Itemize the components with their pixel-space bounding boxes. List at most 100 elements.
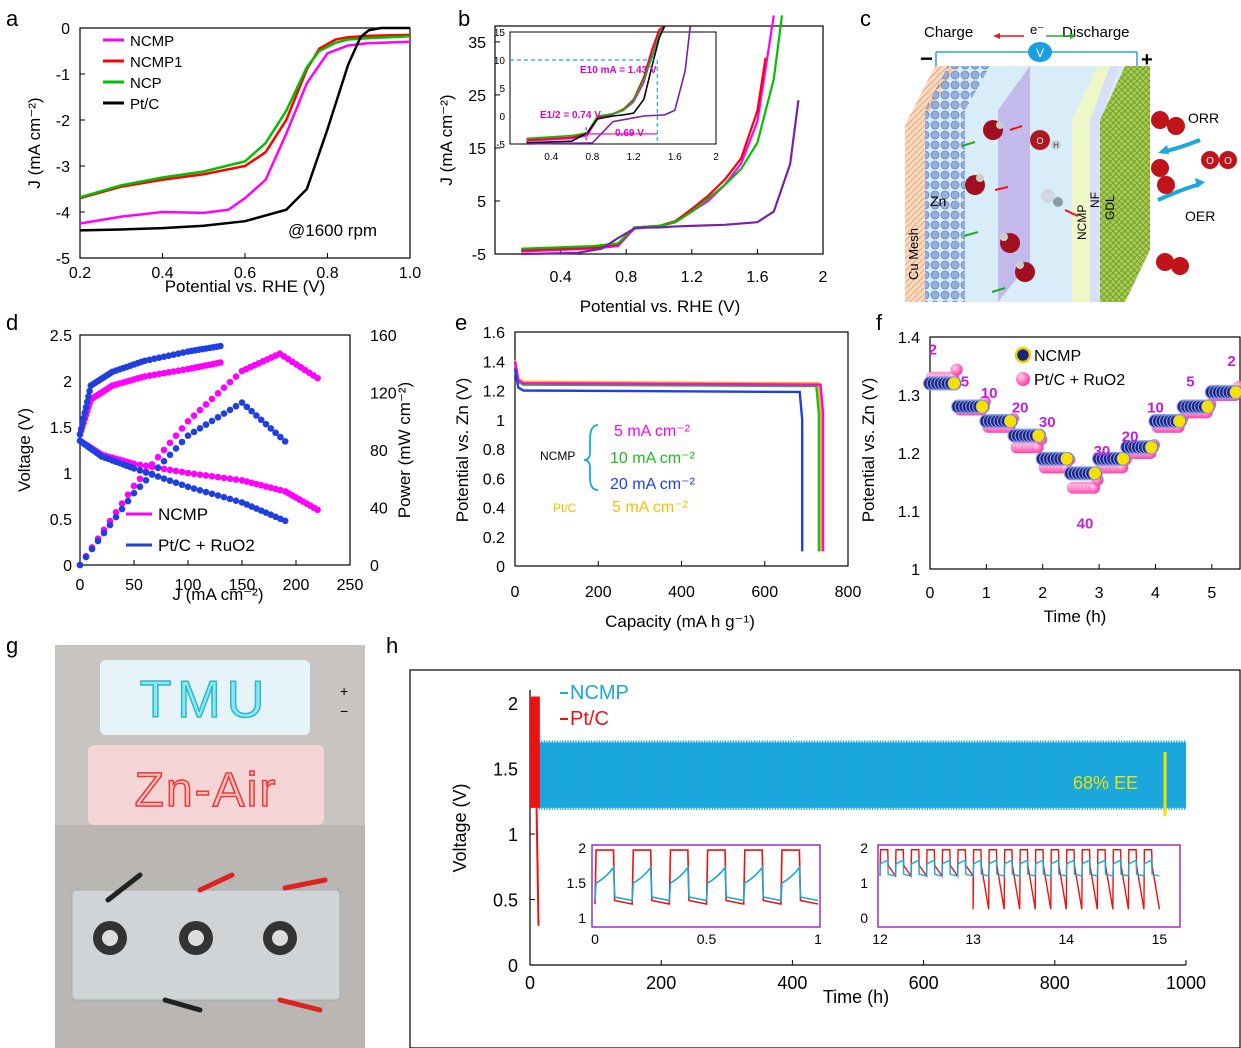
tick-label: 250 (337, 577, 364, 594)
power-point (118, 505, 126, 513)
power-point (220, 410, 228, 417)
tick-label: 0 (63, 558, 72, 575)
tick-label: 0.4 (483, 501, 505, 518)
power-point (202, 421, 210, 428)
plus-terminal: + (1141, 49, 1153, 71)
ncmp-point-end (948, 377, 961, 390)
ncmp-point-end (1201, 400, 1214, 413)
charge-point (86, 387, 93, 395)
discharge-point (166, 477, 174, 484)
discharge-point (166, 466, 174, 474)
tick-label: 1 (508, 825, 518, 845)
power-point (160, 446, 168, 454)
tick-label: 1.6 (483, 325, 505, 342)
tick-label: 0.4 (151, 265, 173, 282)
power-point (166, 439, 174, 447)
step-label: 30 (1039, 414, 1056, 431)
panel-b-inset-frame (509, 31, 717, 145)
tick-label: 200 (283, 577, 310, 594)
tick-label: 1 (860, 875, 868, 891)
panel-g-letter: g (6, 633, 18, 658)
tick-label: 160 (370, 328, 397, 345)
tick-label: 0 (370, 558, 379, 575)
step-label: 30 (1094, 443, 1111, 460)
series-line-ncp (79, 35, 411, 199)
charge-label: Charge (924, 24, 973, 41)
zn-air-sign-text: Zn-Air (135, 764, 278, 817)
tick-label: 0 (926, 585, 935, 602)
power-point (243, 403, 251, 411)
panel-d-frame (79, 334, 351, 566)
tick-label: 0.5 (493, 891, 518, 911)
tick-label: 0 (499, 112, 505, 123)
ptc-rate-label: 5 mA cm⁻² (612, 499, 689, 516)
electron-label: e⁻ (1030, 22, 1044, 37)
power-point (106, 521, 114, 529)
panel-d-legend: NCMP Pt/C + RuO2 (126, 505, 255, 555)
legend-ptc-ruo2-d: Pt/C + RuO2 (158, 536, 255, 555)
tick-label: 0.6 (234, 265, 256, 282)
panel-f-ticks: 0 1 2 3 4 511.11.21.31.4 (898, 330, 1217, 602)
tick-label: 25 (468, 88, 486, 105)
zincate-ions: O H (965, 120, 1063, 282)
panel-h-letter: h (386, 633, 398, 658)
power-point (202, 401, 210, 408)
tick-label: 2 (1038, 585, 1047, 602)
discharge-point (208, 472, 216, 480)
discharge-point (142, 469, 150, 476)
tick-label: -4 (56, 205, 70, 222)
charge-point (83, 398, 91, 406)
gdl-layer (1100, 66, 1150, 302)
discharge-point (184, 469, 192, 477)
discharge-point (202, 488, 210, 496)
inset-line-b-2 (526, 25, 666, 140)
panel-d: d 0 50 100 150 200 250 0 0.5 1 1.5 2 2.5 0 40 80 120 160… (6, 310, 414, 604)
tick-label: 0.5 (50, 512, 72, 529)
power-point (238, 399, 246, 406)
panel-h-inset-2 (877, 844, 1181, 928)
series-line-b-3 (521, 100, 800, 256)
panel-a-ylabel: J (mA cm⁻²) (25, 97, 44, 188)
panel-d-y2label: Power (mW cm⁻²) (395, 382, 414, 518)
inset-line-b-4 (526, 26, 692, 145)
legend-ncmp-d: NCMP (158, 505, 208, 524)
power-point (172, 432, 180, 439)
tick-label: 0.8 (483, 442, 505, 459)
tick-label: 200 (585, 584, 612, 601)
tick-label: 1000 (1166, 973, 1206, 993)
tick-label: 0 (496, 559, 505, 576)
panel-d-letter: d (6, 310, 18, 335)
power-point (232, 373, 240, 380)
ncmp-point-end (1032, 429, 1045, 442)
tick-label: 5 (499, 84, 505, 95)
power-point (166, 451, 174, 459)
panel-a: a 0.2 0.4 0.6 0.8 1.0 0 -1 -2 -3 -4 -5 NCMP NCMP1 … (6, 6, 421, 296)
tick-label: 0 (76, 577, 85, 594)
discharge-point (142, 462, 150, 470)
ptc-ruo2-point (950, 363, 963, 376)
tmu-sign-text: TMU (140, 671, 271, 729)
tick-label: 800 (1040, 973, 1070, 993)
ncmp-point-end (1173, 415, 1186, 428)
panel-b-inset: 0.4 0.8 1.2 1.6 2 15 10 5 0 -5 (494, 25, 719, 163)
tick-label: 1 (814, 931, 822, 947)
panel-d-lines (76, 342, 321, 569)
rate-20-label: 20 mA cm⁻² (610, 476, 696, 493)
panel-b: b 0.4 0.8 1.2 1.6 2 35 25 15 5 -5 0.4 0.8 1.2 1.6 2 15… (437, 6, 828, 316)
inset2-ncmp-line (879, 859, 1160, 877)
tick-label: 2.5 (50, 328, 72, 345)
tick-label: 0.8 (585, 152, 599, 163)
power-point (184, 417, 192, 425)
panel-a-legend: NCMP NCMP1 NCP Pt/C (103, 33, 183, 113)
efficiency-annotation: 68% EE (1073, 773, 1138, 793)
legend-ptc-h: Pt/C (570, 708, 609, 730)
power-point (178, 438, 186, 446)
panel-h-ylabel: Voltage (V) (450, 783, 470, 872)
nf-label: NF (1088, 192, 1102, 208)
discharge-point (172, 467, 180, 475)
tick-label: -5 (472, 247, 486, 264)
panel-a-ticks: 0.2 0.4 0.6 0.8 1.0 0 -1 -2 -3 -4 -5 (56, 21, 421, 282)
tick-label: 2 (63, 374, 72, 391)
